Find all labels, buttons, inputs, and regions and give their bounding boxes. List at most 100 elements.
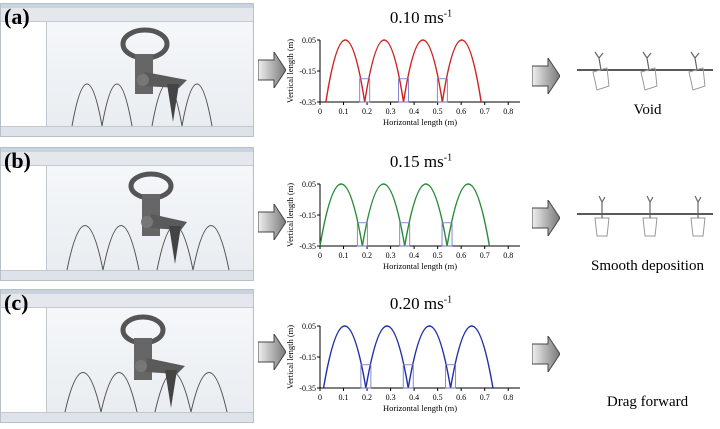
planting-zone-box <box>445 364 457 389</box>
transplanter-model-illustration <box>71 27 213 127</box>
speed-value: 0.15 ms <box>389 152 444 171</box>
speed-label: 0.20 ms-1 <box>336 294 506 314</box>
cad-ribbon <box>1 8 253 22</box>
x-tick-label: 0.6 <box>456 393 466 402</box>
cad-viewport <box>47 166 252 271</box>
planting-zone-box <box>436 78 448 103</box>
x-tick-label: 0 <box>318 393 322 402</box>
cad-feature-tree <box>1 22 47 126</box>
outcome-label: Void <box>633 102 662 118</box>
cad-menubar <box>1 148 253 152</box>
y-tick-label: 0.05 <box>302 180 316 189</box>
x-tick-label: 0.1 <box>339 251 349 260</box>
panel-row-b: (b) 0.15 ms-1 0 0.1 0.2 0.3 0.4 0.5 0.6 0.7 0.8 -… <box>0 144 720 287</box>
cad-screenshot <box>0 289 254 423</box>
trajectory-arch <box>361 183 406 247</box>
x-tick-label: 0.6 <box>456 107 466 116</box>
x-tick-label: 0.8 <box>503 107 513 116</box>
y-axis-label: Vertical length (m) <box>285 325 295 389</box>
y-tick-label: -0.15 <box>299 353 316 362</box>
speed-label: 0.10 ms-1 <box>336 8 506 28</box>
x-tick-label: 0.3 <box>386 251 396 260</box>
planting-zone-box <box>399 222 411 247</box>
x-tick-label: 0.4 <box>409 107 419 116</box>
deposition-schematic-void <box>577 51 713 91</box>
panel-label: (c) <box>4 290 29 315</box>
y-tick-label: -0.35 <box>299 384 316 393</box>
x-tick-label: 0.7 <box>480 393 490 402</box>
right-arrow-icon <box>532 200 560 236</box>
x-tick-label: 0.5 <box>433 393 443 402</box>
planting-zone-box <box>441 222 453 247</box>
x-axis-label: Horizontal length (m) <box>383 403 457 413</box>
right-arrow-icon <box>258 334 286 370</box>
cad-statusbar <box>1 270 253 280</box>
trajectory-chart: 0 0.1 0.2 0.3 0.4 0.5 0.6 0.7 0.8 -0.35 -0.15 0.05 H… <box>285 180 520 271</box>
x-tick-label: 0.3 <box>386 107 396 116</box>
y-tick-label: -0.35 <box>299 98 316 107</box>
cad-statusbar <box>1 126 253 136</box>
trajectory-arch <box>441 39 482 103</box>
x-tick-label: 0.2 <box>362 393 372 402</box>
cad-screenshot <box>0 3 254 137</box>
y-tick-label: 0.05 <box>302 36 316 45</box>
trajectory-arch <box>404 183 448 247</box>
x-tick-label: 0.8 <box>503 393 513 402</box>
speed-exponent: -1 <box>443 294 453 306</box>
speed-exponent: -1 <box>443 8 453 20</box>
y-axis-label: Vertical length (m) <box>285 183 295 247</box>
speed-label: 0.15 ms-1 <box>336 152 506 172</box>
x-tick-label: 0.2 <box>362 107 372 116</box>
trajectory-arch <box>407 325 452 389</box>
right-arrow-icon <box>258 204 286 240</box>
trajectory-arch <box>364 39 405 103</box>
speed-exponent: -1 <box>443 152 453 164</box>
x-tick-label: 0.1 <box>339 107 349 116</box>
x-axis-label: Horizontal length (m) <box>383 261 457 271</box>
trajectory-arch <box>322 325 367 389</box>
y-tick-label: 0.05 <box>302 322 316 331</box>
x-tick-label: 0.4 <box>409 251 419 260</box>
trajectory-arch <box>446 183 491 247</box>
trajectory-arch <box>402 39 444 103</box>
cad-ribbon <box>1 152 253 166</box>
x-tick-label: 0.7 <box>480 107 490 116</box>
panel-label: (b) <box>4 148 31 173</box>
outcome-label: Smooth deposition <box>591 258 704 274</box>
right-arrow-icon <box>532 58 560 94</box>
panel-row-c: (c) 0.20 ms-1 0 0.1 0.2 0.3 0.4 0.5 0.6 0.7 0.8 -… <box>0 286 720 429</box>
x-axis-label: Horizontal length (m) <box>383 117 457 127</box>
cad-ribbon <box>1 294 253 308</box>
y-tick-label: -0.15 <box>299 211 316 220</box>
cad-feature-tree <box>1 308 47 412</box>
transplanter-model-illustration <box>66 171 230 271</box>
panel-label: (a) <box>4 4 30 29</box>
cad-screenshot <box>0 147 254 281</box>
x-tick-label: 0.6 <box>456 251 466 260</box>
x-tick-label: 0.1 <box>339 393 349 402</box>
speed-value: 0.20 ms <box>389 294 444 313</box>
x-tick-label: 0.2 <box>362 251 372 260</box>
x-tick-label: 0.3 <box>386 393 396 402</box>
x-tick-label: 0 <box>318 107 322 116</box>
speed-value: 0.10 ms <box>389 8 444 27</box>
planting-zone-box <box>360 364 372 389</box>
x-tick-label: 0.8 <box>503 251 513 260</box>
planting-zone-box <box>359 78 371 103</box>
trajectory-arch <box>319 183 364 247</box>
panel-row-a: (a) 0.10 ms-1 0 0.1 0.2 0.3 0.4 0.5 0.6 0.7 0.8 -… <box>0 0 720 143</box>
trajectory-chart: 0 0.1 0.2 0.3 0.4 0.5 0.6 0.7 0.8 -0.35 -0.15 0.05 H… <box>285 322 520 413</box>
trajectory-arch <box>325 39 366 103</box>
cad-viewport <box>47 308 252 413</box>
cad-menubar <box>1 4 253 8</box>
x-tick-label: 0.4 <box>409 393 419 402</box>
cad-statusbar <box>1 412 253 422</box>
y-tick-label: -0.15 <box>299 67 316 76</box>
y-tick-label: -0.35 <box>299 242 316 251</box>
right-arrow-icon <box>258 52 286 88</box>
x-tick-label: 0 <box>318 251 322 260</box>
transplanter-model-illustration <box>64 314 228 413</box>
trajectory-chart: 0 0.1 0.2 0.3 0.4 0.5 0.6 0.7 0.8 -0.35 -0.15 0.05 H… <box>285 36 520 127</box>
cad-feature-tree <box>1 166 47 270</box>
planting-zone-box <box>402 364 414 389</box>
